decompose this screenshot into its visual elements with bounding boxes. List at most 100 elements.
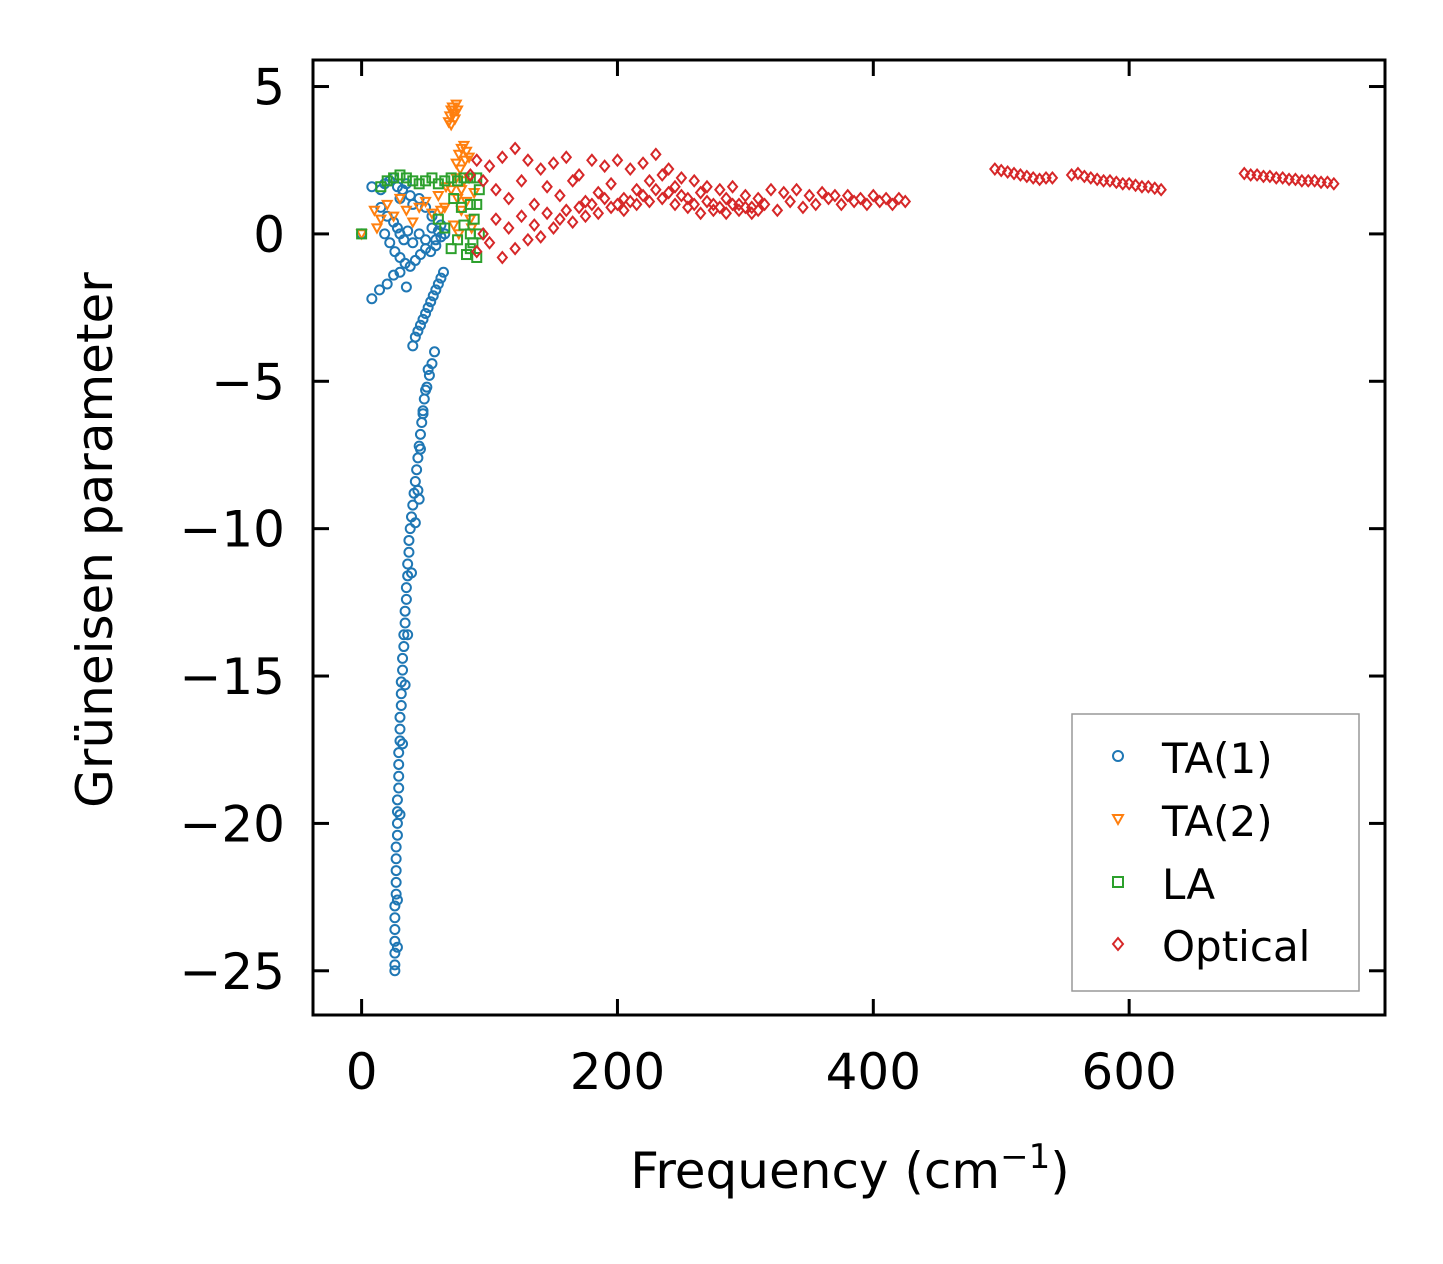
data-point (1123, 176, 1135, 191)
data-point (387, 211, 400, 223)
data-point (765, 182, 777, 197)
data-point (426, 210, 438, 222)
data-point (448, 114, 462, 126)
data-point (402, 629, 414, 641)
data-point (598, 159, 611, 174)
data-point (397, 652, 409, 664)
data-point (391, 829, 403, 841)
data-point (1072, 166, 1084, 181)
data-point (835, 197, 848, 212)
data-point (701, 179, 713, 194)
data-point (624, 162, 637, 177)
data-point (490, 212, 502, 227)
y-tick-label: −15 (179, 648, 285, 706)
data-point (409, 331, 421, 343)
data-point (400, 205, 413, 217)
data-point (611, 153, 624, 168)
data-point (452, 234, 464, 246)
data-point (448, 193, 460, 205)
data-point (720, 206, 732, 221)
data-point (605, 176, 617, 191)
data-point (886, 197, 899, 212)
data-point (1078, 169, 1091, 184)
data-point (496, 250, 509, 265)
plot-area-frame (311, 58, 1387, 1017)
data-point (403, 546, 415, 558)
data-point (400, 172, 412, 184)
data-point (816, 185, 828, 200)
data-point (515, 209, 528, 224)
data-point (398, 629, 410, 641)
data-point (422, 302, 434, 314)
y-tick-label: 0 (253, 206, 285, 264)
data-point (395, 700, 407, 712)
data-point (1148, 181, 1161, 196)
legend-marker (1111, 936, 1125, 952)
data-point (586, 153, 598, 168)
data-point (413, 493, 425, 505)
data-point (432, 278, 444, 290)
data-point (435, 272, 447, 284)
data-point (439, 175, 451, 187)
data-point (464, 172, 476, 184)
data-point (586, 197, 598, 212)
data-point (394, 266, 406, 278)
y-tick-label: −10 (179, 501, 285, 559)
data-point (713, 200, 726, 215)
data-point (547, 156, 560, 171)
data-point (893, 191, 905, 206)
data-point (381, 175, 393, 187)
data-point (643, 194, 656, 209)
data-point (841, 188, 854, 203)
data-point (450, 99, 463, 111)
data-point (1001, 165, 1014, 179)
data-point (407, 175, 419, 187)
data-point (656, 167, 669, 182)
data-point (528, 218, 541, 233)
data-point (471, 251, 483, 263)
data-point (398, 641, 410, 653)
data-point (388, 269, 400, 281)
x-tick-label: 400 (826, 1043, 921, 1101)
data-point (394, 809, 406, 821)
data-point (432, 213, 444, 225)
data-point (630, 197, 643, 212)
data-point (547, 221, 560, 235)
data-point (429, 346, 441, 358)
data-point (388, 172, 400, 184)
data-point (509, 241, 521, 256)
data-point (444, 185, 458, 197)
y-tick-label: 5 (253, 59, 285, 117)
data-point (522, 232, 534, 247)
data-point (566, 215, 579, 230)
data-point (662, 162, 675, 177)
y-tick-label: −25 (179, 943, 285, 1001)
data-point (618, 203, 630, 218)
data-point (669, 179, 681, 194)
data-point (1014, 167, 1027, 182)
data-point (389, 965, 401, 977)
data-point (406, 217, 419, 229)
data-point (483, 159, 496, 174)
data-point (455, 205, 468, 217)
data-point (374, 284, 386, 296)
data-point (566, 173, 579, 188)
data-point (432, 190, 445, 203)
data-point (447, 220, 460, 232)
x-axis-title-superscript: −1 (1000, 1137, 1050, 1177)
data-point (579, 209, 592, 224)
data-point (379, 228, 391, 240)
data-point (880, 191, 892, 206)
data-point (637, 188, 649, 203)
data-point (861, 197, 873, 212)
data-point (534, 229, 547, 244)
data-point (509, 141, 521, 156)
data-point (417, 313, 429, 325)
data-point (1251, 167, 1263, 182)
data-point (402, 225, 414, 237)
data-point (391, 941, 403, 953)
data-point (400, 281, 412, 293)
data-point (662, 185, 675, 200)
data-point (1155, 182, 1167, 197)
